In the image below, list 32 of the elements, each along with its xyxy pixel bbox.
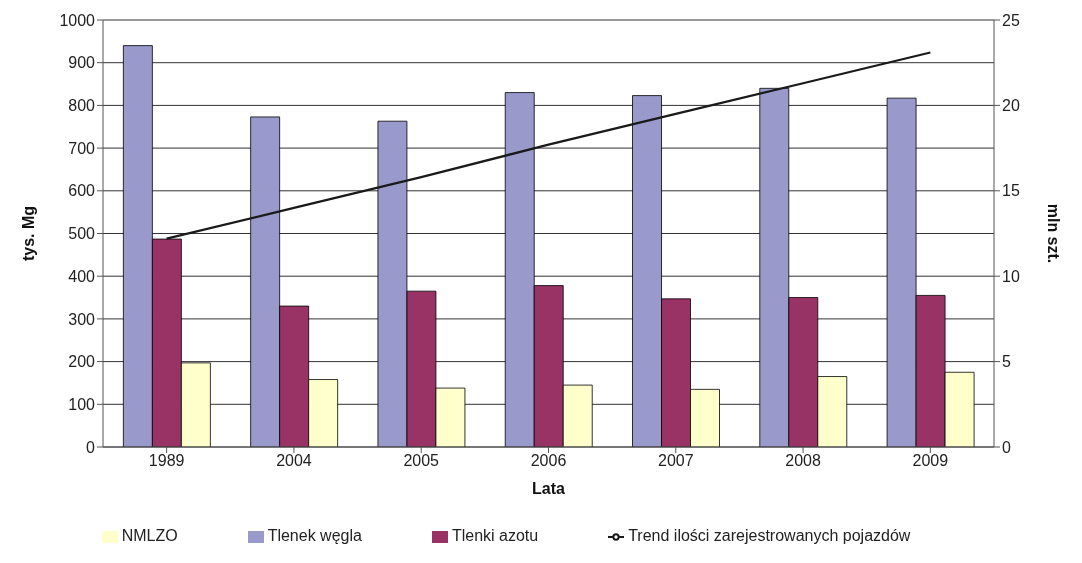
x-tick-label: 2007	[657, 452, 694, 470]
y-tick-label: 1000	[59, 11, 96, 29]
y-tick-label: 400	[68, 267, 96, 285]
y-tick-label: 900	[68, 54, 96, 72]
legend-label: NMLZO	[121, 527, 178, 544]
y-tick-label: 0	[86, 438, 96, 456]
y-tick-label: 700	[68, 139, 96, 157]
y2-tick-label: 5	[1002, 353, 1011, 371]
y-tick-label: 600	[68, 182, 96, 200]
y2-tick-label: 15	[1002, 182, 1020, 200]
y-tick-label: 100	[68, 395, 96, 413]
y2-tick-label: 0	[1002, 438, 1011, 456]
x-tick-label: 2006	[530, 452, 567, 470]
x-tick-label: 2008	[785, 452, 821, 470]
x-tick-label: 2005	[403, 452, 440, 470]
x-tick-label: 2004	[276, 452, 312, 470]
y-tick-label: 800	[68, 97, 96, 115]
y2-axis-title: mln szt.	[1045, 203, 1063, 264]
legend-label: Tlenki azotu	[451, 527, 539, 544]
y2-tick-label: 10	[1002, 267, 1020, 285]
y-tick-label: 200	[68, 353, 96, 371]
y-tick-label: 500	[68, 225, 96, 243]
y2-tick-label: 20	[1002, 97, 1020, 115]
line-series	[165, 51, 932, 240]
y-axis-title: tys. Mg	[19, 205, 37, 262]
x-tick-label: 1989	[148, 452, 185, 470]
legend-label: Tlenek węgla	[267, 527, 362, 544]
x-axis-title: Lata	[532, 480, 566, 498]
y2-tick-label: 25	[1002, 11, 1020, 29]
legend-label: Trend ilości zarejestrowanych pojazdów	[628, 527, 911, 544]
x-tick-label: 2009	[912, 452, 949, 470]
y-tick-label: 300	[68, 310, 96, 328]
